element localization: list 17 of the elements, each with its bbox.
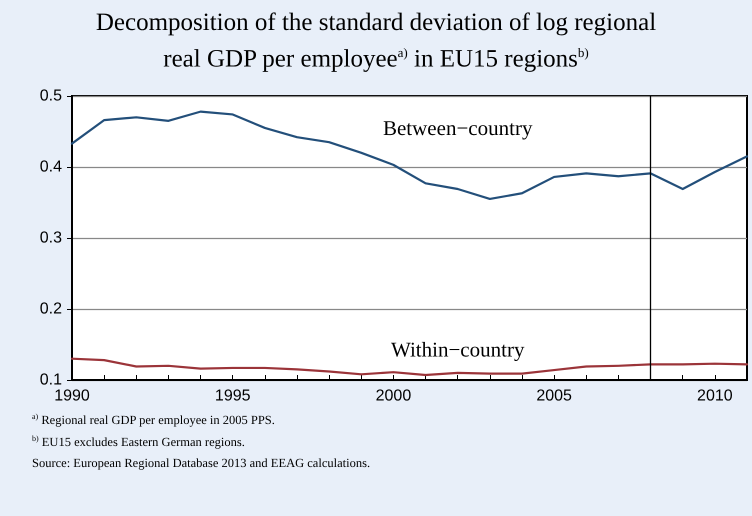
x-tick-label: 2010 bbox=[697, 388, 733, 404]
line-series bbox=[70, 110, 748, 200]
y-tick-label: 0.5 bbox=[40, 88, 62, 104]
series-label: Within−country bbox=[390, 338, 525, 362]
source-note: Source: European Regional Database 2013 and EEAG calculations. bbox=[32, 456, 372, 472]
y-tick-label: 0.3 bbox=[40, 230, 62, 246]
x-tick-label: 2000 bbox=[376, 388, 412, 404]
x-tick-label: 2005 bbox=[536, 388, 572, 404]
text: $^{b)}$ EU15 excludes Eastern German regions. bbox=[32, 434, 246, 450]
x-tick-label: 1990 bbox=[54, 388, 90, 404]
x-tick-label: 1995 bbox=[214, 388, 251, 404]
y-tick-label: 0.4 bbox=[40, 158, 62, 176]
text: $^{a)}$ Regional real GDP per employee in 2005 PPS. bbox=[32, 412, 276, 428]
y-tick-label: 0.2 bbox=[40, 300, 62, 318]
y-tick-label: 0.1 bbox=[40, 372, 62, 388]
chart-title: Decomposition of the standard deviation of log regional real GDP per employee$^{a)}$ in EU15 regions$^{b)}$ bbox=[94, 8, 658, 74]
series-label: Between−country bbox=[382, 116, 533, 140]
